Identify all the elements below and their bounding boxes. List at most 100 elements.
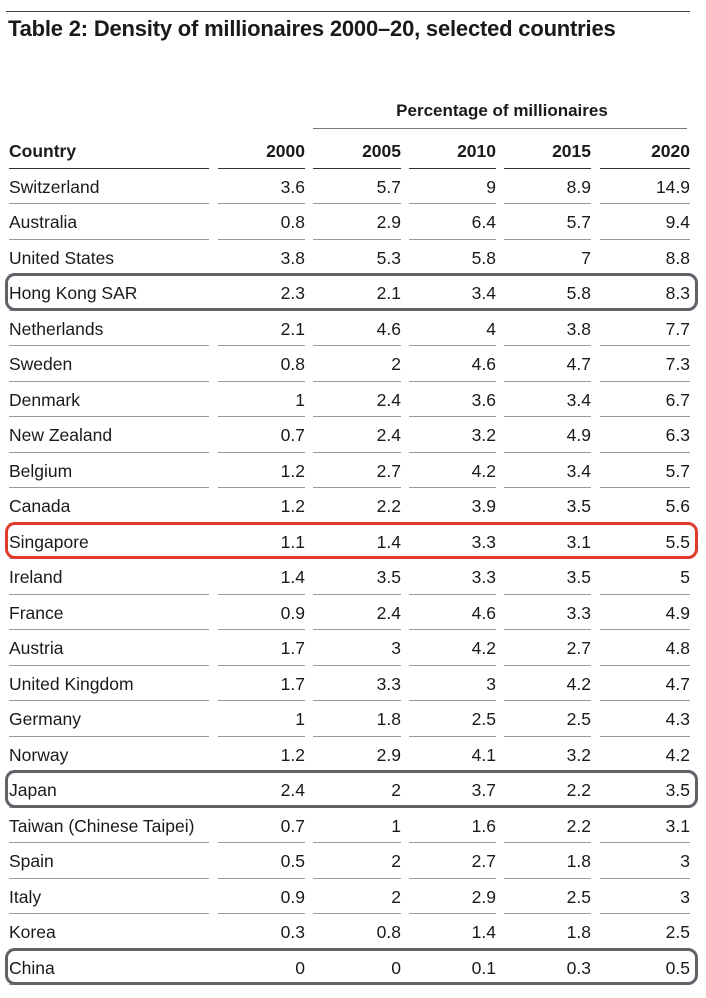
country-cell: Sweden xyxy=(9,354,73,374)
table-row: Spain 0.5 2 2.7 1.8 3 xyxy=(0,843,706,879)
row-underline xyxy=(504,842,591,843)
value-2005-cell: 4.6 xyxy=(376,318,401,339)
row-underline xyxy=(600,842,690,843)
value-2015-cell: 3.5 xyxy=(566,496,591,516)
country-cell: Germany xyxy=(9,709,81,729)
row-underline xyxy=(218,842,305,843)
value-2000-cell: 1.2 xyxy=(280,460,305,481)
value-2010-cell: 4.6 xyxy=(471,602,496,623)
row-underline xyxy=(504,238,591,240)
table-row: China 0 0 0.1 0.3 0.5 xyxy=(0,950,706,985)
country-cell: New Zealand xyxy=(9,425,113,445)
group-header-rule xyxy=(313,128,687,129)
value-2000-cell: 0.9 xyxy=(280,886,305,907)
value-2010-cell: 4.2 xyxy=(471,638,496,658)
row-underline xyxy=(409,735,496,737)
row-underline xyxy=(218,487,305,488)
row-underline xyxy=(409,238,496,240)
value-2010-cell: 3.3 xyxy=(471,567,496,587)
row-underline xyxy=(600,735,690,737)
row-underline xyxy=(9,664,209,666)
group-header: Percentage of millionaires xyxy=(396,101,608,120)
value-2020-cell: 14.9 xyxy=(655,176,690,197)
value-2020-cell: 4.8 xyxy=(665,638,690,658)
row-underline xyxy=(218,700,305,701)
value-2015-cell: 3.1 xyxy=(566,531,591,552)
value-2005-cell: 2 xyxy=(391,886,401,907)
value-2005-cell: 3 xyxy=(391,638,401,658)
country-cell: Norway xyxy=(9,744,69,765)
value-2005-cell: 2 xyxy=(391,354,401,374)
value-2010-cell: 0.1 xyxy=(471,957,496,978)
row-underline xyxy=(9,593,209,595)
country-cell: Denmark xyxy=(9,389,80,410)
value-2015-cell: 2.5 xyxy=(566,886,591,907)
row-underline xyxy=(218,380,305,382)
value-2010-cell: 3.2 xyxy=(471,425,496,445)
column-header-2015: 2015 xyxy=(552,141,591,161)
value-2005-cell: 2.4 xyxy=(376,389,401,410)
value-2010-cell: 1.4 xyxy=(471,922,496,942)
table-row: Switzerland 3.6 5.7 9 8.9 14.9 xyxy=(0,169,706,204)
value-2020-cell: 6.7 xyxy=(665,389,690,410)
value-2005-cell: 2.4 xyxy=(376,425,401,445)
row-underline xyxy=(600,593,690,595)
row-underline xyxy=(218,984,305,985)
column-header-2000: 2000 xyxy=(266,141,305,161)
country-cell: Ireland xyxy=(9,567,63,587)
value-2010-cell: 2.9 xyxy=(471,886,496,907)
row-underline xyxy=(409,842,496,843)
value-2020-cell: 4.3 xyxy=(665,709,690,729)
value-2020-cell: 5.5 xyxy=(665,531,690,552)
value-2015-cell: 4.9 xyxy=(566,425,591,445)
value-2015-cell: 1.8 xyxy=(566,922,591,942)
row-underline xyxy=(218,345,305,346)
value-2005-cell: 2 xyxy=(391,780,401,800)
value-2000-cell: 0.8 xyxy=(280,212,305,232)
row-underline xyxy=(600,629,690,630)
row-underline xyxy=(218,203,305,204)
row-underline xyxy=(218,593,305,595)
value-2020-cell: 9.4 xyxy=(665,212,690,232)
row-underline xyxy=(9,203,209,204)
row-underline xyxy=(409,629,496,630)
header-underline xyxy=(600,167,690,169)
table-row: Hong Kong SAR 2.3 2.1 3.4 5.8 8.3 xyxy=(0,275,706,311)
value-2010-cell: 4.6 xyxy=(471,354,496,374)
column-header-2020: 2020 xyxy=(651,141,690,161)
table-row: Sweden 0.8 2 4.6 4.7 7.3 xyxy=(0,346,706,382)
value-2000-cell: 0.3 xyxy=(280,922,305,942)
row-underline xyxy=(504,984,591,985)
table-row: Italy 0.9 2 2.9 2.5 3 xyxy=(0,879,706,914)
row-underline xyxy=(313,593,401,595)
row-underline xyxy=(409,664,496,666)
value-2005-cell: 5.7 xyxy=(376,176,401,197)
row-underline xyxy=(313,487,401,488)
value-2010-cell: 4 xyxy=(486,318,496,339)
value-2015-cell: 3.2 xyxy=(566,744,591,765)
row-underline xyxy=(409,913,496,914)
country-cell: China xyxy=(9,957,55,978)
table-row: Germany 1 1.8 2.5 2.5 4.3 xyxy=(0,701,706,737)
row-underline xyxy=(313,416,401,417)
row-underline xyxy=(504,416,591,417)
table-row: France 0.9 2.4 4.6 3.3 4.9 xyxy=(0,595,706,630)
row-underline xyxy=(504,629,591,630)
value-2015-cell: 2.5 xyxy=(566,709,591,729)
table-row: Netherlands 2.1 4.6 4 3.8 7.7 xyxy=(0,311,706,346)
value-2000-cell: 0.8 xyxy=(280,354,305,374)
country-cell: Belgium xyxy=(9,460,73,481)
value-2005-cell: 2.9 xyxy=(376,212,401,232)
value-2000-cell: 1.2 xyxy=(280,496,305,516)
row-underline xyxy=(504,487,591,488)
value-2015-cell: 8.9 xyxy=(566,176,591,197)
row-underline xyxy=(504,380,591,382)
row-underline xyxy=(313,629,401,630)
value-2010-cell: 4.1 xyxy=(471,744,496,765)
value-2000-cell: 1.2 xyxy=(280,744,305,765)
table-row: New Zealand 0.7 2.4 3.2 4.9 6.3 xyxy=(0,417,706,453)
value-2020-cell: 3.5 xyxy=(665,780,690,800)
value-2005-cell: 1.8 xyxy=(376,709,401,729)
row-underline xyxy=(600,203,690,204)
value-2000-cell: 0.7 xyxy=(280,815,305,836)
